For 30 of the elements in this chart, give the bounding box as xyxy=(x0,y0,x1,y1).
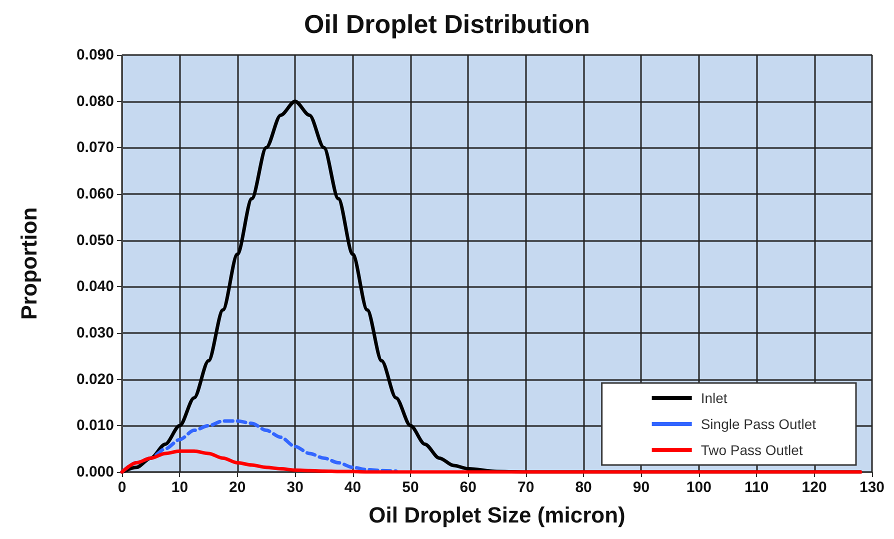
y-tick-label: 0.060 xyxy=(76,186,114,202)
x-tick-label: 80 xyxy=(575,479,592,496)
y-tick-label: 0.010 xyxy=(76,417,114,434)
y-tick-label: 0.070 xyxy=(76,139,114,156)
x-tick-label: 40 xyxy=(344,479,362,496)
x-tick-label: 110 xyxy=(744,479,769,496)
x-tick-label: 0 xyxy=(118,479,126,496)
x-tick-label: 60 xyxy=(460,479,476,496)
x-tick-label: 20 xyxy=(229,479,246,496)
x-tick-label: 90 xyxy=(632,479,650,496)
y-tick-label: 0.050 xyxy=(76,232,114,249)
x-tick-label: 50 xyxy=(402,479,419,496)
legend-label: Two Pass Outlet xyxy=(700,442,803,458)
x-tick-label: 30 xyxy=(286,479,304,496)
x-tick-label: 100 xyxy=(686,479,712,496)
legend-label: Single Pass Outlet xyxy=(700,416,816,432)
x-tick-label: 10 xyxy=(171,479,188,496)
legend-label: Inlet xyxy=(700,390,728,406)
y-tick-label: 0.090 xyxy=(76,46,114,64)
chart-title: Oil Droplet Distribution xyxy=(304,9,590,39)
y-tick-label: 0.080 xyxy=(76,92,114,110)
y-tick-label: 0.040 xyxy=(76,278,114,296)
x-tick-label: 130 xyxy=(859,479,885,496)
y-tick-label: 0.000 xyxy=(76,464,114,480)
x-tick-label: 120 xyxy=(802,479,827,496)
y-axis-title: Proportion xyxy=(16,207,42,320)
x-tick-label: 70 xyxy=(518,479,534,496)
y-tick-label: 0.020 xyxy=(76,370,114,388)
y-tick-label: 0.030 xyxy=(76,324,114,342)
x-axis-title: Oil Droplet Size (micron) xyxy=(368,502,626,528)
